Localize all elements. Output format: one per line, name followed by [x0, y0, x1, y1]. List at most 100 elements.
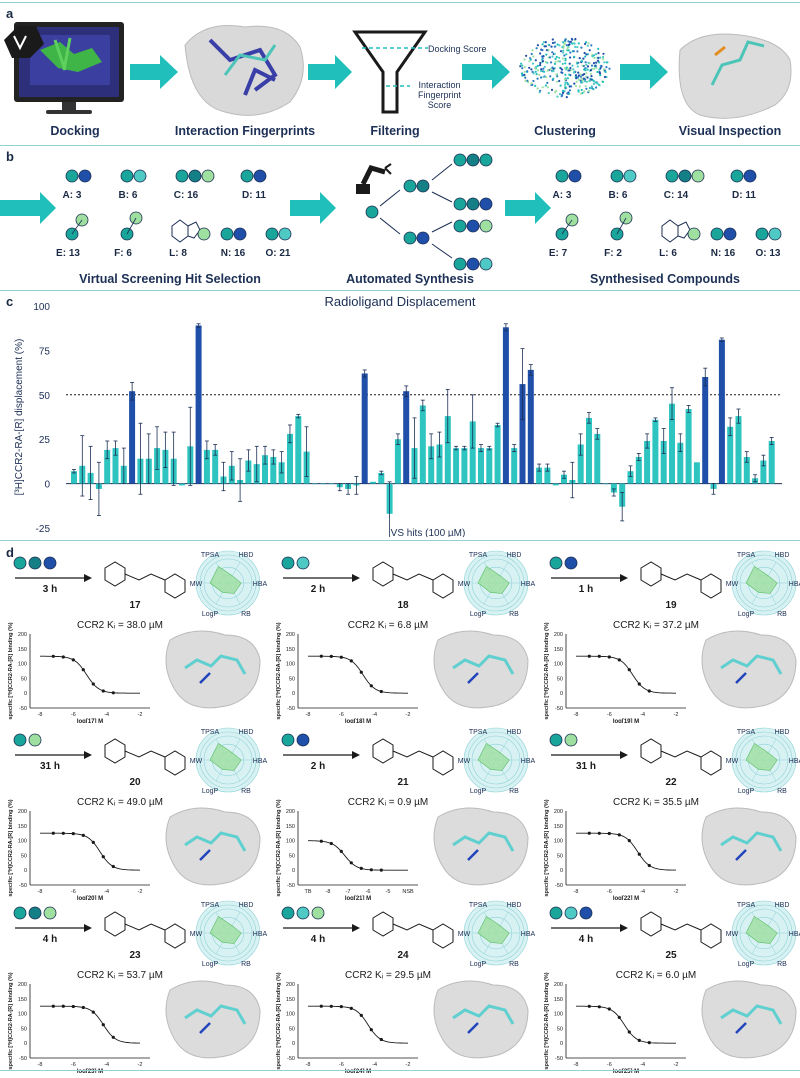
compound-panel-19: 1 h 19 TPSA HBD HBA RB LogP MW CCR2 Kᵢ = 37.2 µM…: [536, 548, 800, 725]
building-block-dot: [296, 906, 310, 920]
radar-axis-label: TPSA: [469, 902, 488, 909]
arrow-icon: [620, 574, 628, 582]
radar-axis-label: LogP: [470, 788, 487, 795]
property-radar-chart: [731, 727, 797, 793]
curve-x-tick: -4: [104, 889, 109, 895]
curve-y-tick: -50: [555, 883, 563, 889]
data-point: [81, 833, 85, 837]
binding-pocket-image: [184, 24, 304, 116]
compound-class-count: A: 3: [552, 190, 572, 201]
curve-y-tick: 0: [560, 868, 563, 874]
radar-axis-label: RB: [777, 611, 787, 618]
curve-y-tick: 100: [554, 1012, 563, 1018]
arrow-icon: [308, 55, 352, 89]
curve-y-tick: -50: [287, 706, 295, 712]
bar: [262, 455, 268, 484]
compound-panel-24: 4 h 24 TPSA HBD HBA RB LogP MW CCR2 Kᵢ = 29.5 µM…: [268, 898, 536, 1075]
reaction-time: 4 h: [579, 934, 593, 945]
bar: [627, 471, 634, 484]
radar-axis-label: HBD: [775, 729, 790, 736]
data-point: [51, 831, 55, 835]
curve-x-tick: -5: [386, 889, 391, 895]
building-block-dot: [311, 906, 325, 920]
arrow-icon: [84, 574, 92, 582]
radar-axis-label: HBD: [239, 902, 254, 909]
data-point: [319, 654, 323, 658]
data-point: [587, 831, 591, 835]
data-point: [91, 682, 95, 686]
bar: [478, 448, 484, 484]
curve-y-label: specific [³H]CCR2-RA-[R] binding (%): [543, 622, 550, 719]
divider: [0, 145, 800, 146]
property-radar-chart: [463, 727, 529, 793]
data-point: [647, 863, 651, 868]
compound-number: 22: [665, 777, 677, 788]
curve-y-tick: 100: [286, 839, 295, 845]
y-tick-label: 75: [39, 346, 51, 357]
data-point: [627, 839, 631, 843]
curve-x-label: log[19] M: [613, 719, 639, 723]
bar: [494, 425, 501, 484]
building-block-dot: [43, 906, 57, 920]
curve-x-label: log[21] M: [345, 896, 371, 900]
curve-x-tick: -6: [71, 1062, 76, 1068]
compound-class-count: L: 6: [659, 248, 677, 259]
curve-y-tick: -50: [287, 883, 295, 889]
reaction-time: 4 h: [43, 934, 57, 945]
curve-y-tick: 150: [554, 997, 563, 1003]
ki-value: CCR2 Kᵢ = 53.7 µM: [77, 970, 163, 981]
radar-axis-label: HBA: [253, 758, 268, 765]
arrow-icon: [462, 55, 510, 89]
data-point: [647, 689, 651, 693]
bar: [320, 483, 327, 485]
compound-class-count: F: 2: [604, 248, 622, 259]
building-block-dot: [579, 906, 593, 920]
radar-axis-label: RB: [509, 611, 519, 618]
data-point: [617, 833, 621, 837]
bar: [760, 460, 767, 484]
building-block-dot: [549, 906, 563, 920]
building-block-dot: [564, 733, 578, 747]
compound-number: 24: [397, 950, 409, 961]
docking-pose-image: [165, 630, 261, 709]
bar: [502, 327, 509, 484]
funnel-label-ifp: Interaction Fingerprint Score: [418, 80, 462, 110]
data-point: [637, 1038, 641, 1042]
curve-y-tick: 50: [557, 1026, 563, 1032]
data-point: [379, 868, 383, 872]
data-point: [369, 684, 373, 688]
compound-class-count: F: 6: [114, 248, 132, 259]
radar-axis-label: RB: [509, 961, 519, 968]
curve-y-tick: 200: [286, 982, 295, 988]
property-radar-chart: [195, 727, 261, 793]
ligand-pose-image: [678, 33, 792, 119]
data-point: [379, 1037, 383, 1042]
bar: [469, 421, 476, 484]
bar: [378, 472, 385, 484]
curve-y-tick: 0: [292, 868, 295, 874]
radar-axis-label: HBA: [521, 758, 536, 765]
radar-axis-label: TPSA: [737, 552, 756, 559]
data-point: [627, 668, 631, 672]
curve-x-tick: -4: [104, 712, 109, 718]
bar: [669, 403, 675, 484]
radar-axis-label: TPSA: [737, 729, 756, 736]
curve-x-tick: -8: [574, 889, 579, 895]
radar-axis-label: MW: [190, 581, 203, 588]
compound-panel-18: 2 h 18 TPSA HBD HBA RB LogP MW CCR2 Kᵢ = 6.8 µM -…: [268, 548, 536, 725]
data-point: [597, 654, 601, 658]
data-point: [71, 658, 75, 662]
y-tick-label: 100: [33, 302, 50, 313]
curve-x-tick: -8: [574, 1062, 579, 1068]
y-tick-label: 50: [39, 391, 51, 402]
curve-y-tick: 150: [286, 997, 295, 1003]
compound-class-count: E: 7: [548, 248, 568, 259]
bar: [677, 442, 684, 484]
bar: [361, 373, 368, 484]
funnel-icon: [352, 30, 428, 114]
compound-class-count: A: 3: [62, 190, 82, 201]
compound-panel-22: 31 h 22 TPSA HBD HBA RB LogP MW CCR2 Kᵢ = 35.5 µ…: [536, 725, 800, 902]
data-point: [51, 654, 55, 658]
radar-axis-label: MW: [458, 931, 471, 938]
curve-x-tick: -2: [674, 712, 679, 718]
